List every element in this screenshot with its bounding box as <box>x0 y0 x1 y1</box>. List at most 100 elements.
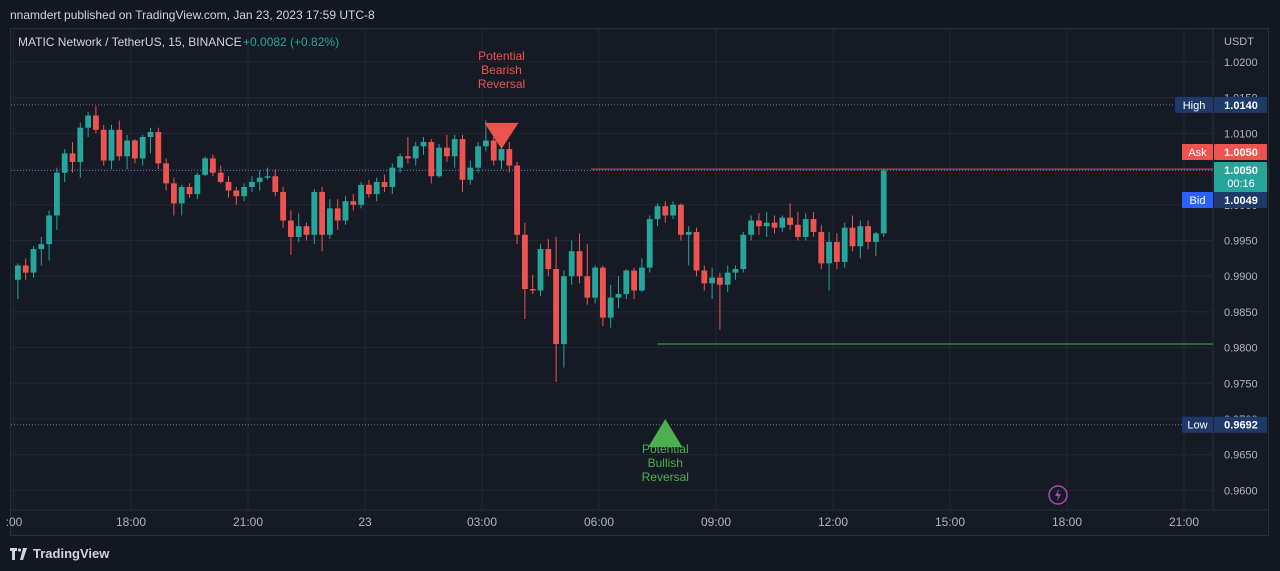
candle-body[interactable] <box>178 186 185 204</box>
candle-body[interactable] <box>553 269 559 345</box>
candle-body[interactable] <box>662 206 669 216</box>
candle-body[interactable] <box>451 139 458 157</box>
candle-body[interactable] <box>108 129 115 161</box>
candle-body[interactable] <box>756 220 762 227</box>
candle-body[interactable] <box>46 215 52 245</box>
candle-body[interactable] <box>171 183 177 204</box>
candle-body[interactable] <box>724 272 731 285</box>
candle-body[interactable] <box>436 147 442 177</box>
candle-body[interactable] <box>545 249 552 270</box>
candle-body[interactable] <box>342 201 349 221</box>
candle-body[interactable] <box>701 270 708 284</box>
candle-body[interactable] <box>529 289 536 291</box>
candle-body[interactable] <box>132 140 138 159</box>
candle-body[interactable] <box>490 140 497 161</box>
candle-body[interactable] <box>834 241 840 262</box>
candle-body[interactable] <box>709 277 715 284</box>
candle-body[interactable] <box>459 139 466 180</box>
candle-body[interactable] <box>475 146 481 168</box>
candle-body[interactable] <box>280 191 286 221</box>
candle-body[interactable] <box>771 222 778 228</box>
candle-body[interactable] <box>779 217 786 228</box>
tradingview-logo[interactable]: TradingView <box>10 546 109 561</box>
candle-body[interactable] <box>77 127 84 162</box>
candle-body[interactable] <box>849 227 856 247</box>
candle-body[interactable] <box>249 181 255 187</box>
candle-body[interactable] <box>69 153 76 162</box>
candle-body[interactable] <box>880 170 887 234</box>
candle-body[interactable] <box>405 156 411 159</box>
candle-body[interactable] <box>358 184 364 205</box>
candle-body[interactable] <box>717 277 723 285</box>
candle-body[interactable] <box>444 147 450 157</box>
candle-body[interactable] <box>584 276 591 298</box>
candle-body[interactable] <box>264 176 271 178</box>
candle-body[interactable] <box>623 270 630 295</box>
candle-body[interactable] <box>389 167 396 187</box>
candle-body[interactable] <box>350 201 357 205</box>
candle-body[interactable] <box>428 141 435 177</box>
candle-body[interactable] <box>303 226 310 235</box>
candle-body[interactable] <box>810 219 817 232</box>
candle-body[interactable] <box>841 227 848 262</box>
candle-body[interactable] <box>54 172 60 216</box>
candle-body[interactable] <box>631 270 637 291</box>
candle-body[interactable] <box>295 226 302 237</box>
candle-body[interactable] <box>61 153 68 173</box>
candle-body[interactable] <box>163 163 169 184</box>
candle-body[interactable] <box>670 204 676 216</box>
candle-body[interactable] <box>568 251 575 277</box>
candle-body[interactable] <box>802 219 809 237</box>
candle-body[interactable] <box>366 184 372 195</box>
candle-body[interactable] <box>787 217 793 225</box>
candle-body[interactable] <box>373 181 380 195</box>
candle-body[interactable] <box>522 234 528 290</box>
candle-body[interactable] <box>537 249 544 291</box>
candle-body[interactable] <box>498 149 505 161</box>
candle-body[interactable] <box>818 231 825 264</box>
candle-body[interactable] <box>93 115 99 130</box>
candle-body[interactable] <box>288 220 294 237</box>
candle-body[interactable] <box>327 208 333 235</box>
candle-body[interactable] <box>139 136 146 159</box>
candle-body[interactable] <box>334 208 341 221</box>
candle-body[interactable] <box>732 269 739 273</box>
candle-body[interactable] <box>22 265 29 273</box>
candle-body[interactable] <box>412 146 419 159</box>
candle-body[interactable] <box>576 251 583 277</box>
candle-body[interactable] <box>763 222 770 227</box>
candle-body[interactable] <box>30 249 37 273</box>
candle-body[interactable] <box>607 297 614 318</box>
candle-body[interactable] <box>256 177 263 182</box>
candle-body[interactable] <box>740 234 747 270</box>
candle-body[interactable] <box>748 220 754 235</box>
candle-body[interactable] <box>225 181 232 191</box>
candle-body[interactable] <box>194 174 201 195</box>
candle-body[interactable] <box>685 231 692 235</box>
candle-body[interactable] <box>693 231 700 271</box>
candle-body[interactable] <box>186 186 193 195</box>
candle-body[interactable] <box>514 165 520 235</box>
candle-body[interactable] <box>100 129 107 161</box>
candle-body[interactable] <box>15 265 21 280</box>
candle-body[interactable] <box>116 129 123 157</box>
candle-body[interactable] <box>467 167 474 180</box>
candle-body[interactable] <box>561 276 567 345</box>
candle-body[interactable] <box>272 176 279 192</box>
candle-body[interactable] <box>615 294 622 298</box>
candle-body[interactable] <box>654 206 661 220</box>
candle-body[interactable] <box>233 190 240 197</box>
candle-body[interactable] <box>639 267 645 291</box>
candle-body[interactable] <box>85 115 91 128</box>
candlestick-chart[interactable]: PotentialBearishReversalPotentialBullish… <box>0 0 1280 537</box>
candle-body[interactable] <box>420 141 427 147</box>
candle-body[interactable] <box>592 267 598 298</box>
candle-body[interactable] <box>397 156 403 168</box>
bearish-arrow-icon[interactable] <box>484 122 519 149</box>
candle-body[interactable] <box>646 219 653 268</box>
candle-body[interactable] <box>217 172 224 182</box>
candle-body[interactable] <box>311 191 318 235</box>
candle-body[interactable] <box>865 226 871 242</box>
bullish-arrow-icon[interactable] <box>648 419 683 447</box>
candle-body[interactable] <box>38 244 45 250</box>
